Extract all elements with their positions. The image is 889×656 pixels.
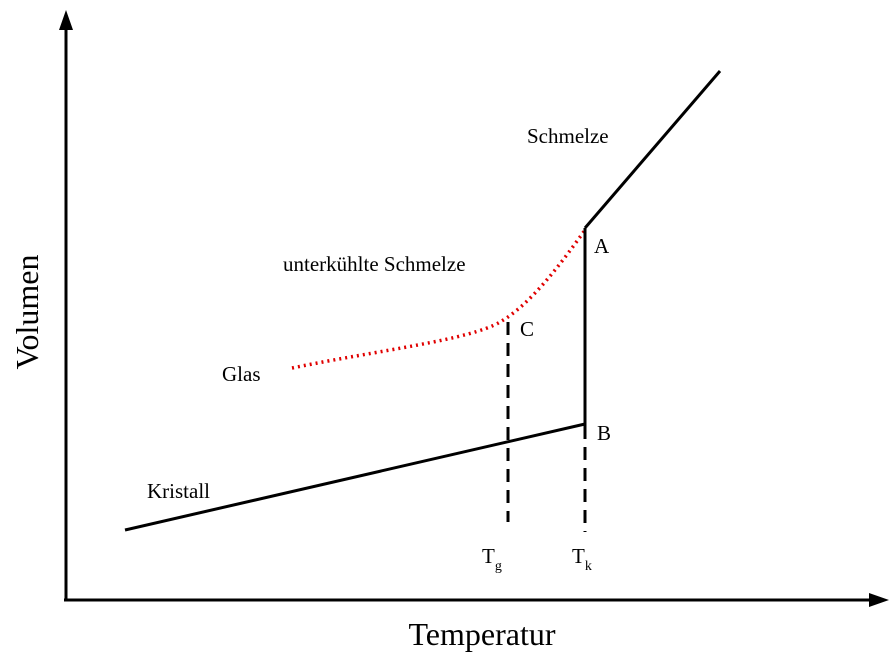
crystal-label: Kristall [147, 479, 210, 503]
crystal-line [124, 422, 586, 532]
x-axis-label: Temperatur [408, 616, 555, 652]
point-label: A [594, 234, 610, 258]
point-label: C [520, 317, 534, 341]
temperature-symbol: T [572, 544, 585, 568]
supercooled-line [291, 228, 587, 370]
temperature-subscript: k [585, 559, 592, 574]
melt-line [583, 70, 722, 229]
temperature-symbol: T [482, 544, 495, 568]
y-axis-label: Volumen [9, 255, 45, 370]
y-axis-arrow [59, 10, 73, 30]
supercooled-label: unterkühlte Schmelze [283, 252, 466, 276]
melt-label: Schmelze [527, 124, 609, 148]
temperature-label: Tk [572, 544, 592, 574]
glass-label: Glas [222, 362, 261, 386]
point-label: B [597, 421, 611, 445]
temperature-subscript: g [495, 559, 502, 574]
x-axis-arrow [869, 593, 889, 607]
temperature-label: Tg [482, 544, 502, 574]
